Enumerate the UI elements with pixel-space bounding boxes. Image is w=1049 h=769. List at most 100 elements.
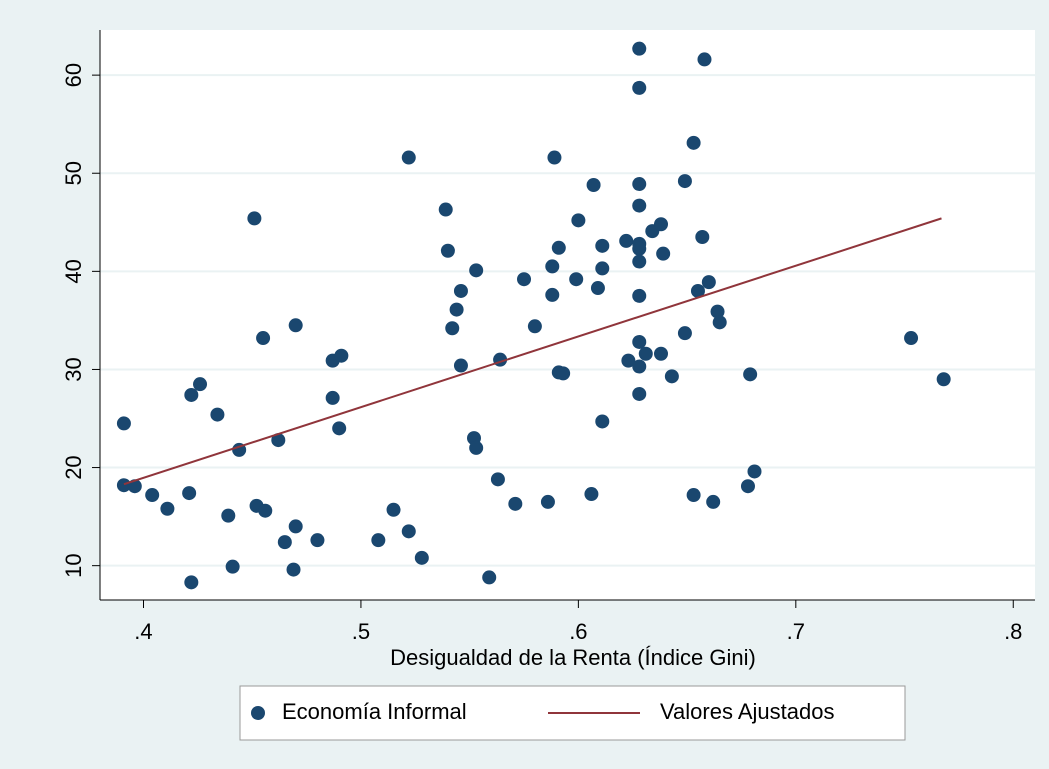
point: [310, 533, 325, 548]
point: [743, 367, 758, 382]
legend-marker: [251, 706, 265, 720]
point: [401, 524, 416, 539]
point: [654, 217, 668, 232]
point: [247, 211, 262, 226]
point: [545, 287, 560, 302]
point: [690, 283, 705, 298]
point: [584, 487, 599, 502]
point: [590, 281, 605, 296]
point: [225, 559, 240, 574]
point: [632, 241, 647, 256]
point: [386, 502, 401, 517]
point: [712, 315, 727, 330]
point: [271, 433, 286, 448]
point: [586, 178, 601, 193]
point: [490, 472, 505, 487]
point: [288, 519, 303, 534]
point: [664, 369, 679, 384]
point: [449, 302, 464, 317]
point: [556, 366, 571, 381]
point: [595, 414, 610, 429]
point: [638, 346, 653, 361]
point: [710, 304, 725, 319]
point: [632, 80, 647, 95]
point: [632, 198, 647, 213]
x-tick-label: .7: [787, 619, 805, 644]
point: [656, 246, 671, 261]
x-tick-label: .5: [352, 619, 370, 644]
point: [697, 52, 712, 67]
point: [221, 508, 236, 523]
point: [414, 550, 429, 565]
point: [160, 501, 175, 516]
point: [258, 503, 273, 518]
point: [184, 387, 199, 402]
point: [619, 233, 634, 248]
y-tick-label: 40: [61, 259, 86, 283]
point: [677, 174, 692, 189]
plot-area: [100, 30, 1035, 600]
point: [686, 488, 701, 503]
point: [632, 386, 647, 401]
point: [545, 259, 560, 274]
point: [286, 562, 301, 577]
point: [632, 177, 647, 192]
point: [527, 319, 542, 334]
point: [686, 135, 701, 150]
point: [469, 263, 484, 278]
point: [904, 331, 919, 346]
point: [677, 326, 692, 341]
point: [193, 377, 208, 392]
point: [288, 318, 303, 333]
point: [569, 272, 584, 287]
point: [469, 440, 484, 455]
point: [540, 494, 555, 509]
point: [145, 488, 160, 503]
point: [445, 321, 460, 336]
point: [438, 202, 453, 217]
point: [116, 478, 131, 493]
point: [547, 150, 562, 165]
point: [453, 358, 468, 373]
y-tick-label: 60: [61, 63, 86, 87]
point: [695, 230, 710, 245]
point: [551, 240, 566, 255]
point: [632, 288, 647, 303]
point: [182, 486, 197, 501]
point: [595, 238, 610, 253]
point: [371, 533, 386, 548]
point: [440, 243, 455, 258]
point: [701, 275, 716, 290]
point: [632, 41, 647, 56]
point: [334, 348, 349, 363]
x-tick-label: .8: [1004, 619, 1022, 644]
point: [654, 346, 668, 361]
point: [332, 421, 347, 436]
point: [621, 353, 636, 368]
point: [116, 416, 131, 431]
point: [401, 150, 416, 165]
point: [632, 334, 647, 349]
point: [747, 464, 762, 479]
point: [936, 372, 951, 387]
y-tick-label: 10: [61, 553, 86, 577]
y-tick-label: 50: [61, 161, 86, 185]
point: [325, 390, 340, 405]
point: [517, 272, 532, 287]
point: [706, 494, 721, 509]
point: [632, 254, 647, 269]
point: [595, 261, 610, 276]
x-axis-title: Desigualdad de la Renta (Índice Gini): [390, 645, 756, 670]
point: [632, 359, 647, 374]
point: [210, 407, 225, 422]
fit-line: [123, 217, 942, 486]
legend-label: Economía Informal: [282, 699, 467, 724]
point: [482, 570, 497, 585]
x-tick-label: .6: [569, 619, 587, 644]
x-tick-label: .4: [134, 619, 152, 644]
y-tick-label: 20: [61, 455, 86, 479]
point: [571, 213, 586, 228]
point: [277, 535, 292, 550]
